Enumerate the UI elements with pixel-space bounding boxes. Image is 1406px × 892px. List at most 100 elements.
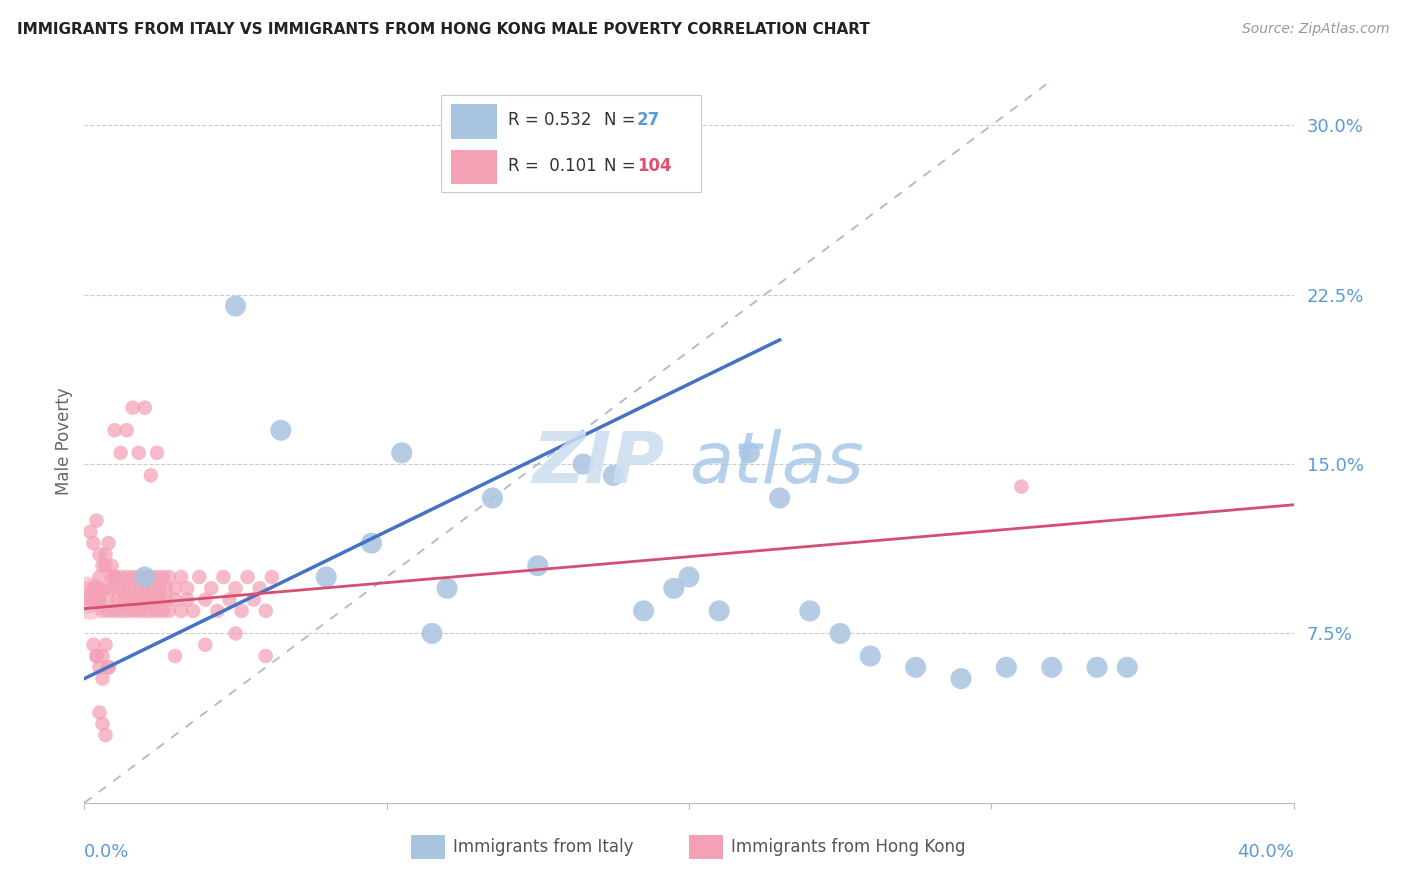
Point bbox=[157, 570, 180, 584]
Point bbox=[128, 604, 150, 618]
Point bbox=[859, 648, 882, 663]
Point bbox=[91, 672, 114, 686]
Point bbox=[79, 524, 101, 539]
Point bbox=[904, 660, 927, 674]
Point bbox=[86, 582, 108, 596]
Text: Immigrants from Hong Kong: Immigrants from Hong Kong bbox=[731, 838, 966, 855]
Point bbox=[91, 648, 114, 663]
FancyBboxPatch shape bbox=[689, 835, 723, 859]
Point bbox=[104, 570, 127, 584]
Point bbox=[146, 604, 169, 618]
Point bbox=[100, 558, 122, 573]
Point bbox=[142, 582, 165, 596]
Point bbox=[121, 570, 143, 584]
Point bbox=[249, 582, 271, 596]
Point bbox=[79, 592, 101, 607]
Point bbox=[82, 536, 104, 550]
Point bbox=[420, 626, 443, 640]
Point bbox=[769, 491, 792, 505]
Point bbox=[125, 592, 148, 607]
Point bbox=[260, 570, 283, 584]
Point bbox=[100, 582, 122, 596]
Point bbox=[97, 592, 120, 607]
Point bbox=[170, 604, 193, 618]
Point bbox=[82, 586, 104, 600]
Point bbox=[176, 592, 198, 607]
Point bbox=[572, 457, 595, 471]
Point bbox=[270, 423, 292, 437]
Point bbox=[225, 582, 247, 596]
Text: 40.0%: 40.0% bbox=[1237, 844, 1294, 862]
Point bbox=[125, 582, 148, 596]
Point bbox=[527, 558, 550, 573]
Point bbox=[89, 548, 111, 562]
Text: IMMIGRANTS FROM ITALY VS IMMIGRANTS FROM HONG KONG MALE POVERTY CORRELATION CHAR: IMMIGRANTS FROM ITALY VS IMMIGRANTS FROM… bbox=[17, 22, 870, 37]
Point bbox=[146, 570, 169, 584]
Point bbox=[602, 468, 624, 483]
Point bbox=[170, 570, 193, 584]
Point bbox=[315, 570, 337, 584]
Point bbox=[709, 604, 731, 618]
Point bbox=[200, 582, 222, 596]
Point bbox=[131, 582, 153, 596]
Point bbox=[134, 570, 156, 584]
Point bbox=[94, 582, 117, 596]
Point bbox=[149, 582, 172, 596]
Point bbox=[1116, 660, 1139, 674]
Point bbox=[152, 604, 174, 618]
Point bbox=[149, 592, 172, 607]
Point bbox=[128, 446, 150, 460]
Point bbox=[110, 570, 132, 584]
FancyBboxPatch shape bbox=[451, 104, 496, 138]
Text: R = 0.532: R = 0.532 bbox=[508, 112, 591, 129]
Point bbox=[242, 592, 264, 607]
Point bbox=[142, 592, 165, 607]
Text: 104: 104 bbox=[637, 157, 672, 175]
Point bbox=[86, 648, 108, 663]
Point bbox=[254, 604, 277, 618]
Point bbox=[155, 582, 177, 596]
Text: 0.0%: 0.0% bbox=[84, 844, 129, 862]
Text: ZIP: ZIP bbox=[533, 429, 665, 498]
Point bbox=[118, 582, 141, 596]
Point bbox=[115, 604, 138, 618]
Point bbox=[995, 660, 1018, 674]
Text: Immigrants from Italy: Immigrants from Italy bbox=[453, 838, 634, 855]
Point bbox=[738, 446, 761, 460]
Point bbox=[139, 570, 162, 584]
Point bbox=[79, 597, 101, 611]
Point bbox=[100, 570, 122, 584]
Point bbox=[97, 660, 120, 674]
Point bbox=[94, 638, 117, 652]
Point bbox=[82, 582, 104, 596]
Point bbox=[152, 570, 174, 584]
Point bbox=[212, 570, 235, 584]
Point bbox=[139, 468, 162, 483]
Point bbox=[391, 446, 413, 460]
Point bbox=[231, 604, 253, 618]
Point bbox=[110, 446, 132, 460]
Point bbox=[254, 648, 277, 663]
Point bbox=[157, 604, 180, 618]
Point bbox=[165, 582, 187, 596]
Point bbox=[165, 592, 187, 607]
Point bbox=[107, 592, 129, 607]
Point bbox=[662, 582, 685, 596]
Point bbox=[115, 423, 138, 437]
Point bbox=[360, 536, 382, 550]
Point bbox=[799, 604, 821, 618]
Point bbox=[94, 558, 117, 573]
Point bbox=[950, 672, 973, 686]
Point bbox=[94, 728, 117, 742]
Point bbox=[131, 592, 153, 607]
Point bbox=[97, 604, 120, 618]
Point bbox=[89, 592, 111, 607]
Point bbox=[97, 536, 120, 550]
Point bbox=[110, 604, 132, 618]
Point bbox=[97, 660, 120, 674]
Text: R =  0.101: R = 0.101 bbox=[508, 157, 596, 175]
Point bbox=[91, 716, 114, 731]
Point bbox=[76, 588, 98, 602]
Text: 27: 27 bbox=[637, 112, 661, 129]
Point bbox=[139, 604, 162, 618]
